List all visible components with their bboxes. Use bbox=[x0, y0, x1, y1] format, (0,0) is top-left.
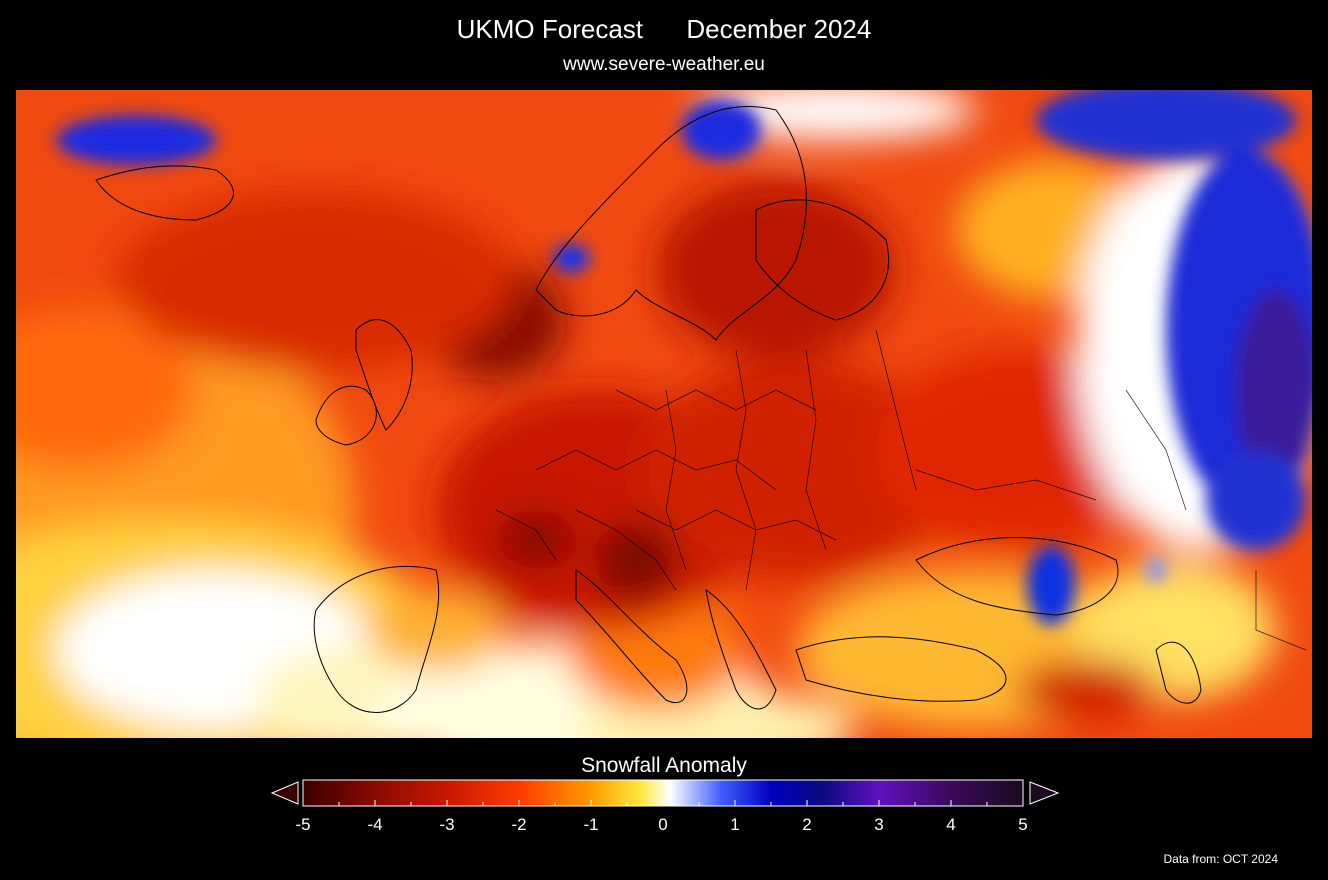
colorbar-ticks bbox=[302, 800, 1024, 806]
colorbar-tick-label: 5 bbox=[1018, 815, 1028, 834]
map-canvas bbox=[16, 90, 1312, 738]
map-title: UKMO Forecast December 2024 bbox=[456, 14, 872, 44]
source-url: www.severe-weather.eu bbox=[563, 54, 765, 75]
colorbar-min-arrow bbox=[270, 781, 299, 805]
anomaly-map bbox=[16, 90, 1312, 738]
colorbar-tick-label: -4 bbox=[367, 815, 383, 834]
legend-title: Snowfall Anomaly bbox=[581, 754, 747, 777]
colorbar-tick-label: -1 bbox=[583, 815, 599, 834]
colorbar-tick-label: 2 bbox=[802, 815, 812, 834]
data-source: Data from: OCT 2024 bbox=[1163, 852, 1279, 866]
colorbar-tick-label: -3 bbox=[439, 815, 455, 834]
colorbar bbox=[270, 778, 1060, 838]
colorbar-tick-label: 4 bbox=[946, 815, 956, 834]
borders bbox=[495, 329, 1307, 651]
colorbar-tick-label: -5 bbox=[295, 815, 311, 834]
colorbar-tick-label: -2 bbox=[511, 815, 527, 834]
colorbar-max-arrow bbox=[1029, 781, 1060, 805]
colorbar-tick-label: 0 bbox=[658, 815, 668, 834]
colorbar-tick-label: 1 bbox=[730, 815, 740, 834]
colorbar-tick-label: 3 bbox=[874, 815, 884, 834]
coastlines bbox=[95, 105, 1202, 713]
